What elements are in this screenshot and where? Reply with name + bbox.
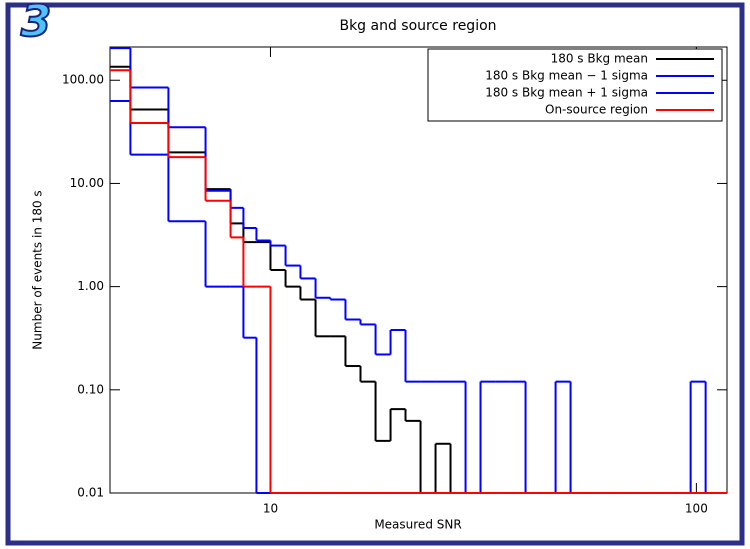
y-tick-label: 1.00	[77, 279, 104, 293]
legend-label: On-source region	[545, 103, 648, 117]
x-tick-label: 10	[263, 502, 278, 516]
legend-label: 180 s Bkg mean − 1 sigma	[485, 69, 648, 83]
x-axis-label: Measured SNR	[374, 518, 461, 532]
y-tick-label: 0.10	[77, 382, 104, 396]
legend-label: 180 s Bkg mean + 1 sigma	[485, 86, 648, 100]
slide-badge: 3	[21, 0, 52, 47]
legend-label: 180 s Bkg mean	[551, 52, 648, 66]
y-tick-label: 0.01	[77, 486, 104, 500]
y-axis-label: Number of events in 180 s	[31, 190, 45, 349]
chart-title: Bkg and source region	[339, 18, 496, 34]
y-tick-label: 100.00	[62, 73, 104, 87]
y-tick-label: 10.00	[70, 176, 104, 190]
x-tick-label: 100	[685, 502, 708, 516]
